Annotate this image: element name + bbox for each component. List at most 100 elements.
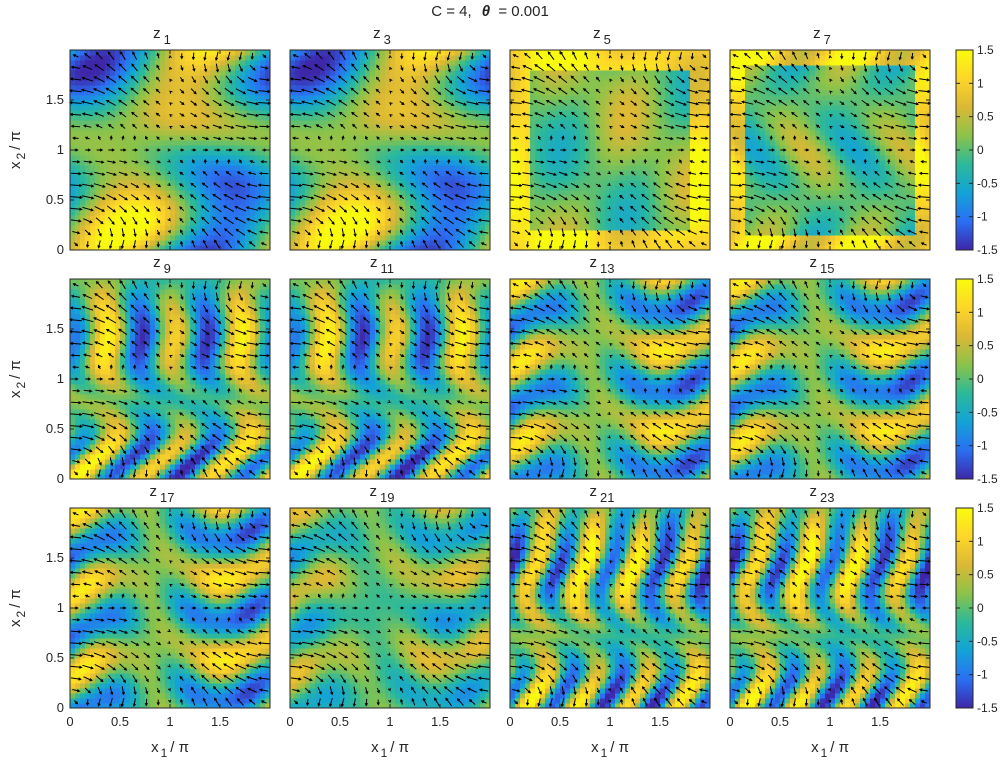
- heatmap-cell: [310, 220, 316, 226]
- heatmap-cell: [420, 125, 426, 131]
- heatmap-cell: [410, 140, 416, 146]
- heatmap-cell: [480, 60, 486, 66]
- heatmap-cell: [220, 85, 226, 91]
- heatmap-cell: [350, 80, 356, 86]
- heatmap-cell: [425, 190, 431, 196]
- heatmap-cell: [240, 140, 246, 146]
- heatmap-cell: [435, 130, 441, 136]
- heatmap-cell: [325, 235, 331, 241]
- heatmap-cell: [385, 185, 391, 191]
- heatmap-cell: [95, 120, 101, 126]
- quiver-arrow: [202, 182, 209, 188]
- heatmap-cell: [345, 100, 351, 106]
- heatmap-cell: [395, 105, 401, 111]
- heatmap-cell: [520, 235, 526, 241]
- heatmap-cell: [85, 50, 91, 56]
- heatmap-cell: [250, 140, 256, 146]
- heatmap-cell: [120, 200, 126, 206]
- quiver-arrowhead: [134, 221, 138, 225]
- heatmap-cell: [290, 90, 296, 96]
- heatmap-cell: [380, 105, 386, 111]
- quiver-arrowhead: [111, 221, 115, 225]
- heatmap-cell: [380, 160, 386, 166]
- heatmap-cell: [215, 120, 221, 126]
- heatmap-cell: [85, 220, 91, 226]
- heatmap-cell: [290, 120, 296, 126]
- heatmap-cell: [340, 190, 346, 196]
- heatmap-cell: [175, 100, 181, 106]
- heatmap-cell: [85, 155, 91, 161]
- heatmap-cell: [510, 140, 516, 146]
- heatmap-cell: [180, 190, 186, 196]
- quiver-arrow: [107, 160, 116, 163]
- heatmap-cell: [400, 235, 406, 241]
- heatmap-cell: [455, 195, 461, 201]
- heatmap-cell: [190, 120, 196, 126]
- heatmap-cell: [375, 85, 381, 91]
- heatmap-cell: [260, 145, 266, 151]
- heatmap-cell: [360, 155, 366, 161]
- heatmap-cell: [525, 200, 531, 206]
- heatmap-cell: [200, 230, 206, 236]
- heatmap-cell: [550, 190, 556, 196]
- heatmap-cell: [415, 65, 421, 71]
- heatmap-cell: [390, 160, 396, 166]
- heatmap-cell: [180, 75, 186, 81]
- quiver-arrowhead: [167, 229, 171, 234]
- heatmap-cell: [165, 105, 171, 111]
- heatmap-cell: [350, 85, 356, 91]
- heatmap-cell: [305, 55, 311, 61]
- heatmap-cell: [565, 240, 571, 246]
- quiver-arrowhead: [101, 208, 106, 212]
- quiver-arrowhead: [156, 52, 160, 57]
- heatmap-cell: [480, 205, 486, 211]
- heatmap-cell: [145, 200, 151, 206]
- heatmap-cell: [520, 210, 526, 216]
- heatmap-cell: [160, 130, 166, 136]
- heatmap-cell: [140, 165, 146, 171]
- heatmap-cell: [400, 175, 406, 181]
- heatmap-cell: [515, 165, 521, 171]
- heatmap-cell: [235, 90, 241, 96]
- heatmap-cell: [350, 225, 356, 231]
- heatmap-cell: [255, 205, 261, 211]
- heatmap-cell: [330, 50, 336, 56]
- heatmap-cell: [240, 185, 246, 191]
- heatmap-cell: [370, 95, 376, 101]
- heatmap-cell: [225, 210, 231, 216]
- heatmap-cell: [470, 115, 476, 121]
- quiver-arrow: [249, 64, 256, 71]
- heatmap-cell: [525, 85, 531, 91]
- heatmap-cell: [375, 140, 381, 146]
- quiver-arrow: [119, 205, 127, 213]
- heatmap-cell: [255, 175, 261, 181]
- heatmap-cell: [355, 70, 361, 76]
- heatmap-cell: [395, 125, 401, 131]
- heatmap-cell: [235, 140, 241, 146]
- heatmap-cell: [80, 190, 86, 196]
- heatmap-cell: [75, 150, 81, 156]
- heatmap-cell: [245, 115, 251, 121]
- heatmap-cell: [125, 105, 131, 111]
- quiver-arrowhead: [70, 65, 75, 69]
- heatmap-cell: [455, 80, 461, 86]
- heatmap-cell: [220, 225, 226, 231]
- heatmap-cell: [195, 200, 201, 206]
- quiver-arrow: [223, 100, 234, 106]
- heatmap-cell: [360, 50, 366, 56]
- heatmap-cell: [85, 175, 91, 181]
- quiver-arrowhead: [87, 148, 92, 152]
- heatmap-cell: [345, 165, 351, 171]
- heatmap-cell: [150, 65, 156, 71]
- heatmap-cell: [170, 220, 176, 226]
- heatmap-cell: [395, 245, 401, 251]
- quiver-arrowhead: [205, 136, 210, 141]
- heatmap-cell: [175, 125, 181, 131]
- heatmap-cell: [535, 115, 541, 121]
- heatmap-cell: [300, 65, 306, 71]
- heatmap-cell: [565, 85, 571, 91]
- heatmap-cell: [380, 135, 386, 141]
- heatmap-cell: [430, 220, 436, 226]
- quiver-arrowhead: [250, 56, 254, 60]
- quiver-arrow: [212, 216, 222, 225]
